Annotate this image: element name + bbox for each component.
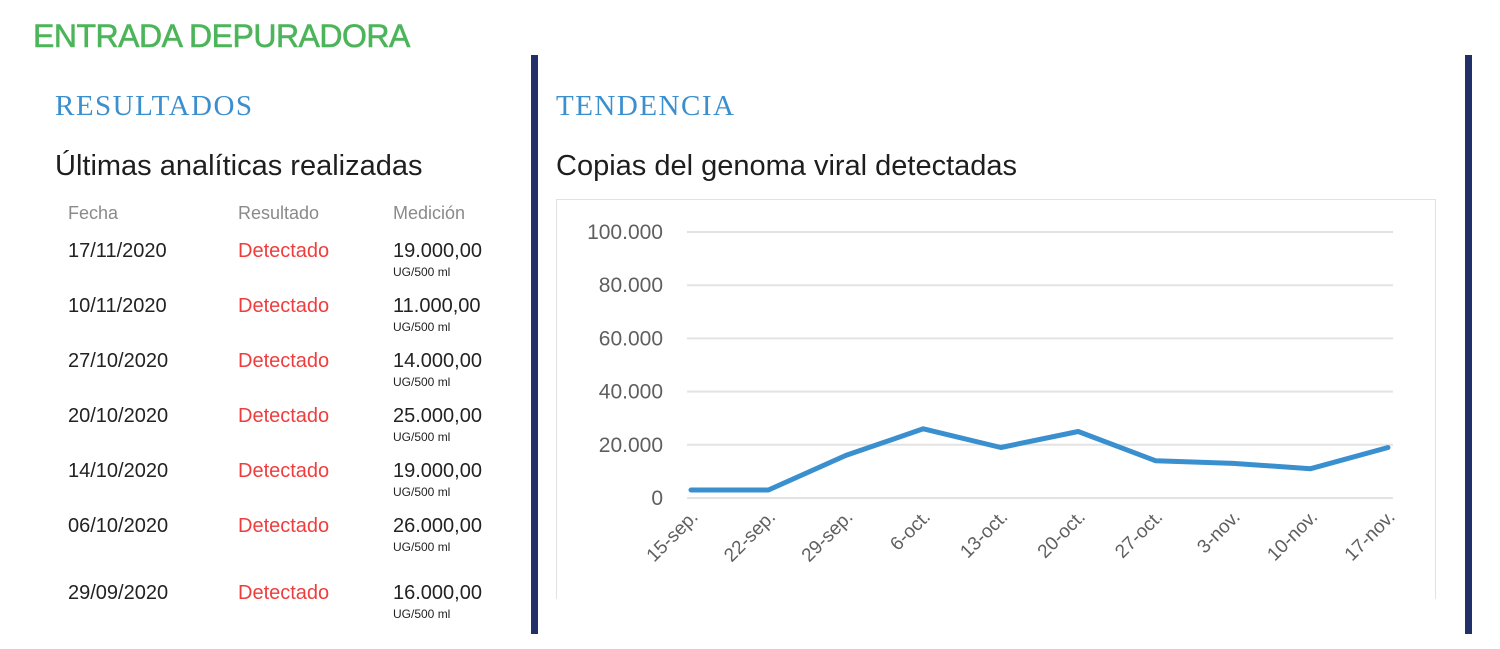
y-tick-label: 20.000 [599, 434, 663, 457]
x-tick-label: 17-nov. [1341, 507, 1400, 566]
y-tick-label: 60.000 [599, 327, 663, 350]
table-row: 14/10/2020 Detectado 19.000,00 UG/500 ml [68, 460, 518, 510]
x-tick-label: 13-oct. [956, 507, 1012, 563]
line-chart: 0 20.000 40.000 60.000 80.000 100.000 15-sep.… [556, 199, 1436, 599]
row-date: 10/11/2020 [68, 295, 167, 317]
x-tick-label: 22-sep. [720, 507, 780, 567]
table-row: 29/09/2020 Detectado 16.000,00 UG/500 ml [68, 582, 518, 632]
x-tick-label: 29-sep. [798, 507, 858, 567]
x-tick-label: 3-nov. [1193, 507, 1244, 558]
x-tick-label: 20-oct. [1034, 507, 1090, 563]
y-tick-label: 80.000 [599, 274, 663, 297]
row-unit: UG/500 ml [393, 320, 451, 334]
x-tick-label: 27-oct. [1111, 507, 1167, 563]
page-title: ENTRADA DEPURADORA [33, 18, 411, 55]
chart-title: Copias del genoma viral detectadas [556, 150, 1018, 182]
row-date: 17/11/2020 [68, 240, 167, 262]
row-measure: 16.000,00 [393, 582, 482, 604]
results-subheading: Últimas analíticas realizadas [55, 150, 423, 182]
row-result: Detectado [238, 295, 330, 317]
left-divider [531, 55, 538, 634]
row-measure: 14.000,00 [393, 350, 482, 372]
table-row: 17/11/2020 Detectado 19.000,00 UG/500 ml [68, 240, 518, 290]
row-measure: 19.000,00 [393, 240, 482, 262]
row-unit: UG/500 ml [393, 607, 451, 621]
row-measure: 26.000,00 [393, 515, 482, 537]
table-row: 27/10/2020 Detectado 14.000,00 UG/500 ml [68, 350, 518, 400]
row-date: 20/10/2020 [68, 405, 169, 427]
table-row: 10/11/2020 Detectado 11.000,00 UG/500 ml [68, 295, 518, 345]
chart-canvas: 0 20.000 40.000 60.000 80.000 100.000 15-sep.… [587, 221, 1400, 567]
row-result: Detectado [238, 515, 330, 537]
row-result: Detectado [238, 405, 330, 427]
y-tick-label: 0 [651, 487, 663, 510]
x-tick-label: 10-nov. [1263, 507, 1322, 566]
chart-gridlines [687, 231, 1393, 499]
row-unit: UG/500 ml [393, 265, 451, 279]
right-divider [1465, 55, 1472, 634]
y-tick-label: 100.000 [587, 221, 663, 244]
row-result: Detectado [238, 240, 330, 262]
column-header-measure: Medición [393, 203, 466, 223]
row-measure: 19.000,00 [393, 460, 482, 482]
row-result: Detectado [238, 460, 330, 482]
column-header-date: Fecha [68, 203, 119, 223]
x-tick-label: 15-sep. [643, 507, 703, 567]
row-result: Detectado [238, 350, 330, 372]
row-date: 29/09/2020 [68, 582, 169, 604]
row-date: 06/10/2020 [68, 515, 169, 537]
row-unit: UG/500 ml [393, 430, 451, 444]
row-result: Detectado [238, 582, 330, 604]
row-measure: 11.000,00 [393, 295, 481, 317]
results-heading: RESULTADOS [55, 90, 254, 122]
row-unit: UG/500 ml [393, 485, 451, 499]
table-header: Fecha Resultado Medición [68, 203, 518, 229]
row-date: 27/10/2020 [68, 350, 169, 372]
y-axis-labels: 0 20.000 40.000 60.000 80.000 100.000 [587, 221, 663, 510]
row-unit: UG/500 ml [393, 540, 451, 554]
results-table: Fecha Resultado Medición 17/11/2020 Dete… [68, 203, 518, 621]
row-measure: 25.000,00 [393, 405, 482, 427]
y-tick-label: 40.000 [599, 381, 663, 404]
x-axis-labels: 15-sep. 22-sep. 29-sep. 6-oct. 13-oct. 20-oct… [643, 507, 1400, 567]
row-date: 14/10/2020 [68, 460, 169, 482]
table-row: 20/10/2020 Detectado 25.000,00 UG/500 ml [68, 405, 518, 455]
data-series-line [688, 426, 1391, 493]
row-unit: UG/500 ml [393, 375, 451, 389]
trend-heading: TENDENCIA [556, 90, 736, 122]
table-row: 06/10/2020 Detectado 26.000,00 UG/500 ml [68, 515, 518, 565]
x-tick-label: 6-oct. [886, 507, 934, 555]
column-header-result: Resultado [238, 203, 320, 223]
